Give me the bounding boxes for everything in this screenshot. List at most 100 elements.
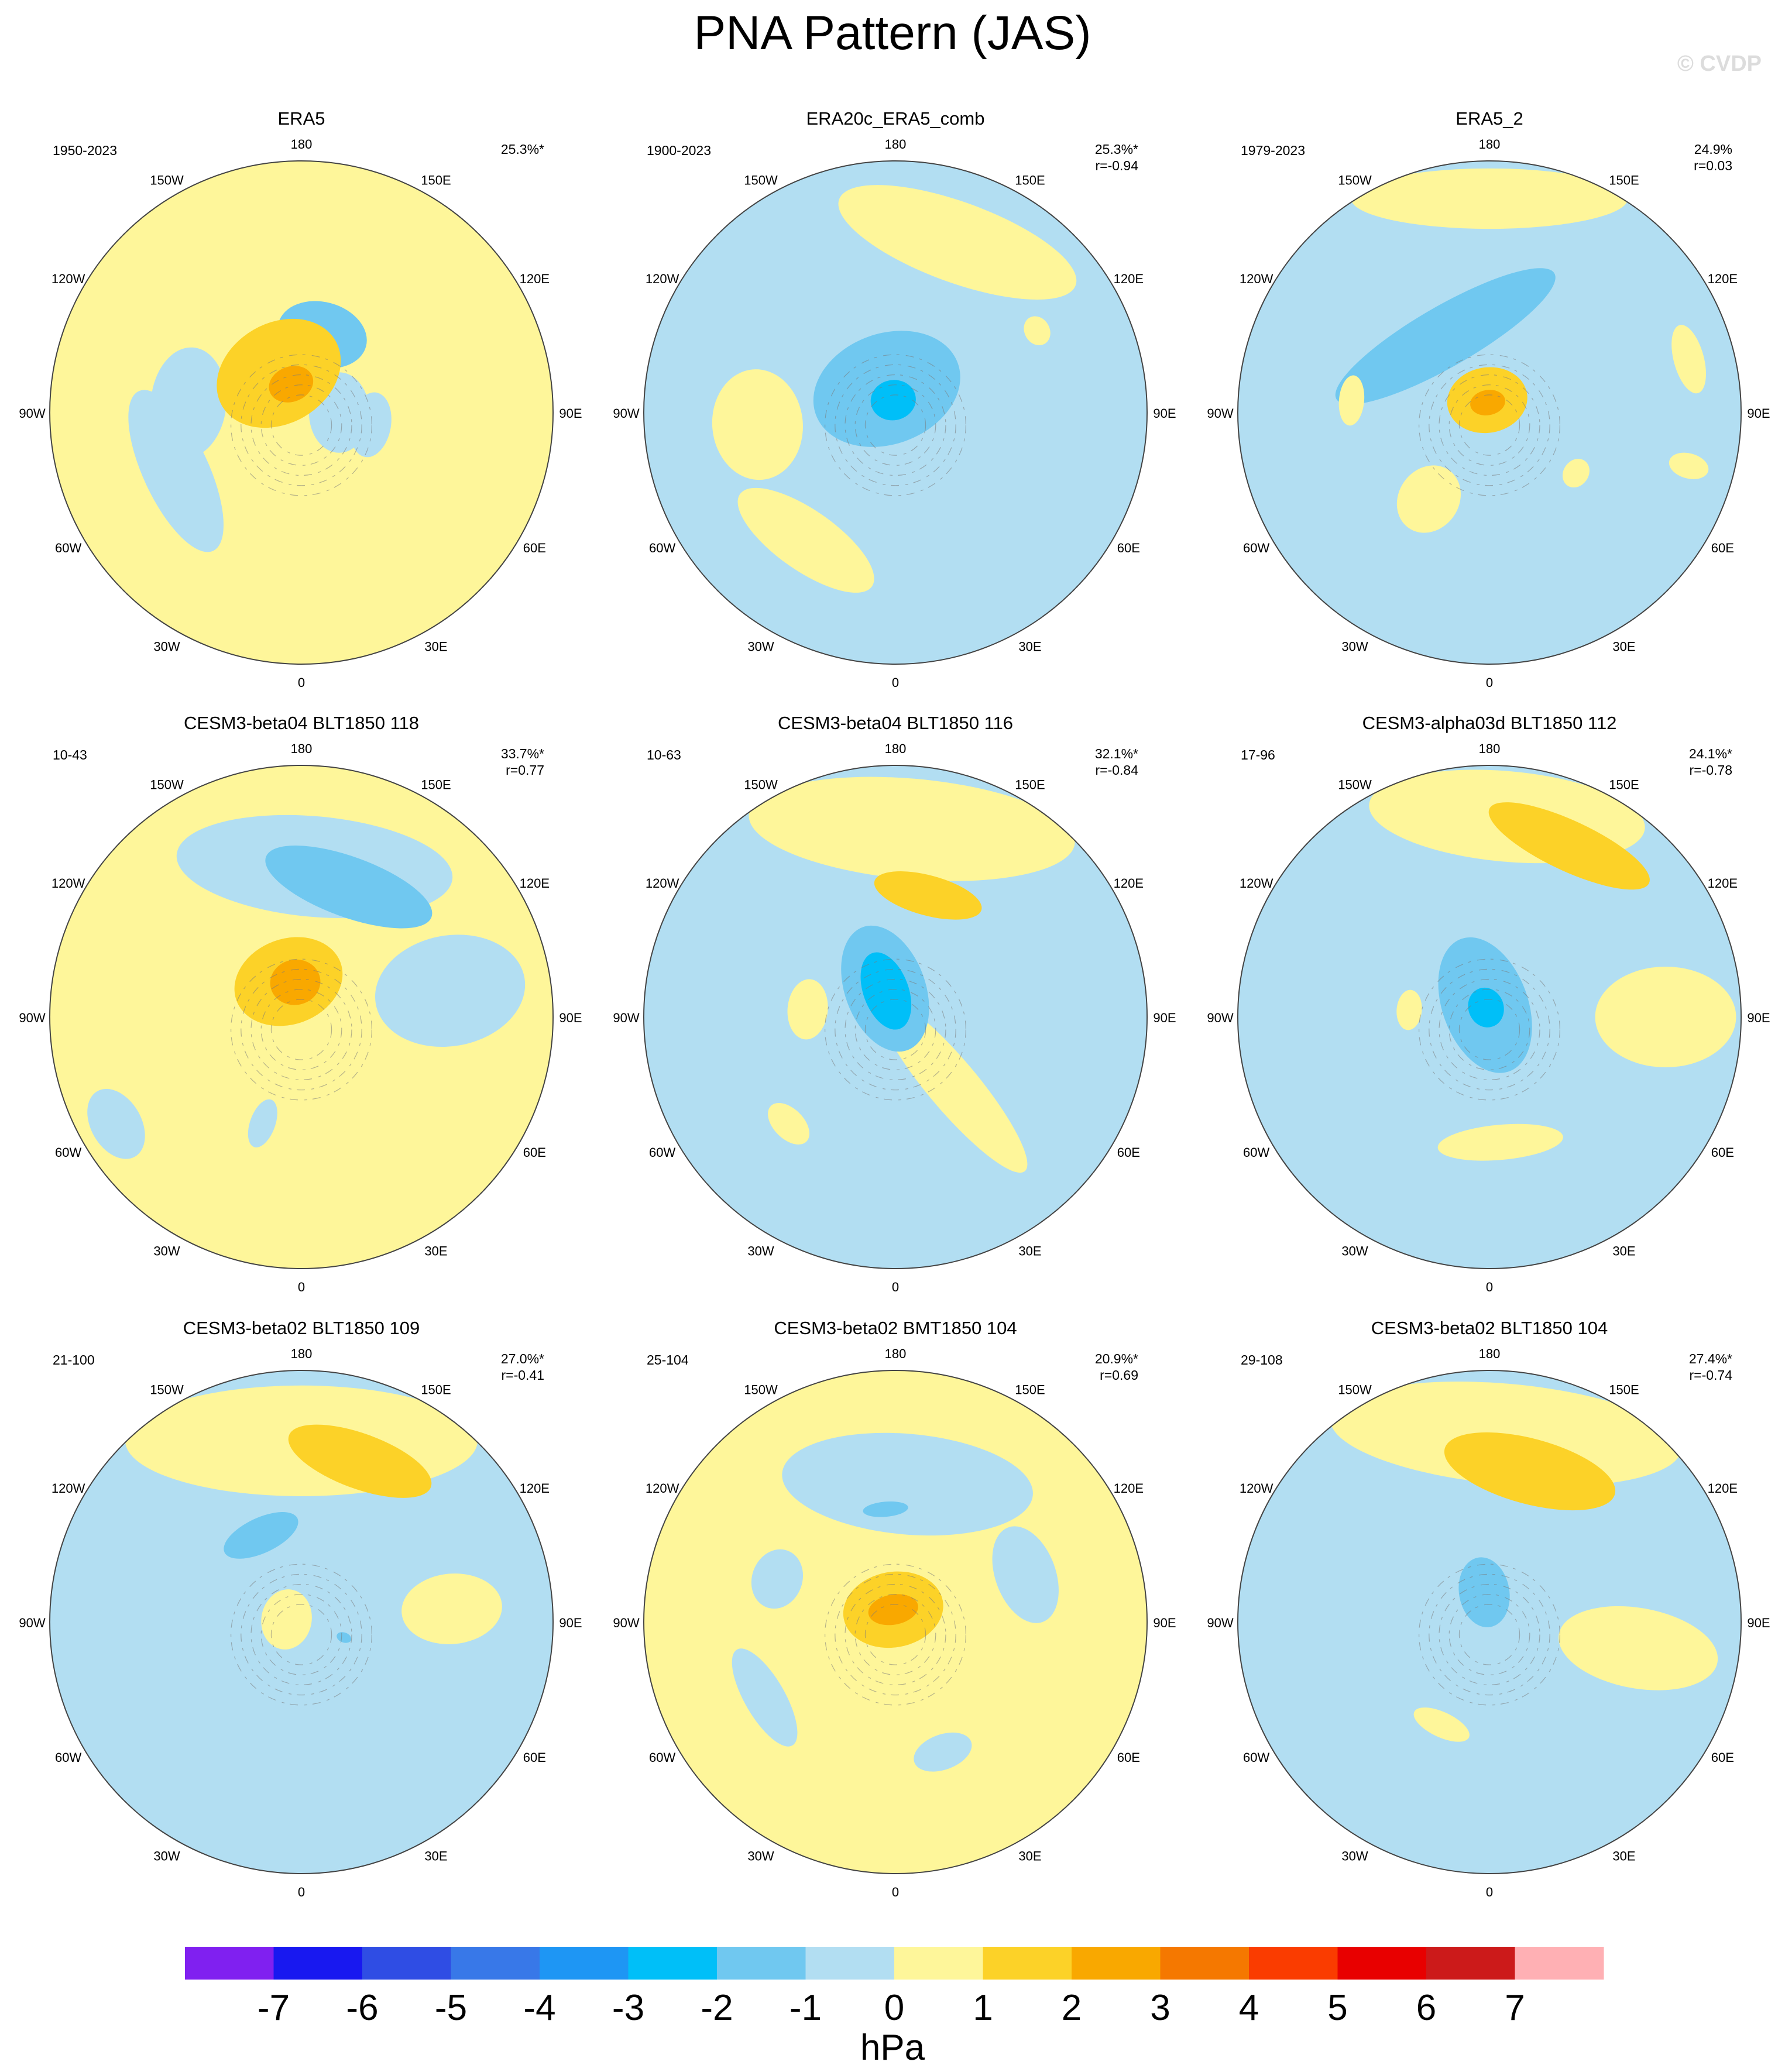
coastline [1458, 1604, 1520, 1665]
anomaly-contour [337, 1632, 352, 1643]
longitude-label: 180 [885, 137, 907, 152]
anomaly-contour [1468, 987, 1504, 1028]
map-panel: 180 150E 120E 90E 60E 30E 0 30W 60W 90W 120W 150W CE… [1207, 1318, 1770, 1899]
pattern-correlation: r=-0.78 [1689, 762, 1732, 778]
longitude-label: 120W [646, 1481, 679, 1496]
panel-period: 21-100 [53, 1352, 95, 1367]
longitude-label: 30W [747, 1243, 774, 1258]
panel-title: CESM3-beta04 BLT1850 118 [184, 713, 419, 733]
longitude-label: 60E [1711, 1750, 1734, 1765]
panel-title: CESM3-alpha03d BLT1850 112 [1362, 713, 1617, 733]
coastline [241, 968, 362, 1091]
coastline [824, 1564, 966, 1706]
longitude-label: 30E [1612, 1848, 1635, 1863]
colorbar-swatch [1426, 1947, 1515, 1980]
variance-explained: 32.1%* [1095, 746, 1138, 761]
longitude-label: 90E [559, 1616, 582, 1630]
panel-period: 29-108 [1241, 1352, 1283, 1367]
coastline [250, 978, 352, 1081]
colorbar-tick-label: -1 [789, 1988, 822, 2028]
anomaly-contour [992, 1526, 1059, 1623]
colorbar-swatch [805, 1947, 895, 1980]
variance-explained: 27.0%* [501, 1351, 544, 1366]
longitude-label: 0 [298, 675, 305, 690]
panel-title: CESM3-beta02 BLT1850 104 [1371, 1318, 1608, 1338]
anomaly-contour [128, 390, 224, 552]
longitude-label: 150W [150, 778, 184, 792]
longitude-label: 120E [1708, 1481, 1738, 1496]
coastline [1419, 1564, 1561, 1706]
longitude-label: 30W [1341, 1243, 1368, 1258]
colorbar-tick-label: 4 [1239, 1988, 1259, 2028]
longitude-label: 120W [646, 876, 679, 891]
anomaly-contour [712, 369, 803, 480]
longitude-label: 150W [1338, 778, 1372, 792]
colorbar-tick-label: -2 [701, 1988, 733, 2028]
longitude-label: 90W [19, 1616, 45, 1630]
field-shading [644, 765, 1147, 1269]
longitude-label: 90W [19, 406, 45, 421]
anomaly-contour [1338, 375, 1365, 426]
colorbar-swatch [1515, 1947, 1604, 1980]
anomaly-contour [1470, 390, 1505, 415]
colorbar-swatch [628, 1947, 718, 1980]
coastline [260, 1594, 342, 1675]
coastline [1448, 989, 1530, 1070]
longitude-label: 180 [1479, 1346, 1501, 1361]
longitude-label: 60E [1711, 1145, 1734, 1160]
panel-period: 25-104 [647, 1352, 689, 1367]
panel-title: ERA20c_ERA5_comb [806, 108, 985, 129]
longitude-label: 30W [153, 1848, 180, 1863]
longitude-label: 120W [1240, 876, 1273, 891]
panel-period: 1979-2023 [1241, 143, 1305, 158]
longitude-label: 120E [1114, 272, 1144, 286]
longitude-label: 30E [424, 1243, 447, 1258]
panel-period: 1900-2023 [647, 143, 711, 158]
longitude-label: 120E [520, 876, 550, 891]
figure-title: PNA Pattern (JAS) [694, 6, 1091, 60]
field-shading [50, 765, 553, 1269]
panel-period: 17-96 [1241, 747, 1275, 762]
colorbar-swatch [362, 1947, 451, 1980]
coastline [1429, 364, 1550, 486]
anomaly-contour [1488, 802, 1650, 890]
anomaly-contour [265, 846, 432, 929]
longitude-label: 90W [1207, 406, 1233, 421]
anomaly-contour [1396, 989, 1422, 1030]
longitude-label: 180 [291, 1346, 313, 1361]
anomaly-contour [270, 959, 321, 1005]
anomaly-contour [375, 934, 526, 1047]
longitude-label: 180 [1479, 137, 1501, 152]
variance-explained: 20.9%* [1095, 1351, 1138, 1366]
anomaly-contour [787, 979, 828, 1040]
longitude-label: 30E [1612, 1243, 1635, 1258]
coastline [1429, 1573, 1550, 1696]
longitude-label: 120W [52, 876, 85, 891]
colorbar-swatch [1072, 1947, 1161, 1980]
coastline [1439, 374, 1540, 476]
longitude-label: 150E [1609, 173, 1639, 188]
coastline [845, 978, 946, 1081]
anomaly-contour [749, 776, 1075, 881]
field-shading [1238, 1370, 1741, 1874]
colorbar-tick-label: 1 [973, 1988, 993, 2028]
longitude-label: 60W [1243, 541, 1269, 555]
coastline [824, 958, 966, 1101]
variance-explained: 27.4%* [1689, 1351, 1732, 1366]
map-panel: 180 150E 120E 90E 60E 30E 0 30W 60W 90W 120W 150W CE… [613, 1318, 1176, 1899]
anomaly-contour [288, 1424, 432, 1498]
longitude-label: 90W [613, 406, 639, 421]
panel-title: CESM3-beta02 BMT1850 104 [774, 1318, 1017, 1338]
longitude-label: 60W [55, 1750, 81, 1765]
longitude-label: 60E [1711, 541, 1734, 555]
field-shading [1238, 161, 1741, 664]
pattern-correlation: r=0.03 [1694, 158, 1732, 173]
longitude-label: 120W [1240, 272, 1273, 286]
longitude-label: 90E [1747, 406, 1770, 421]
longitude-label: 150E [1015, 778, 1045, 792]
longitude-label: 30E [1612, 639, 1635, 654]
colorbar-tick-label: 7 [1505, 1988, 1525, 2028]
longitude-label: 120E [520, 272, 550, 286]
anomaly-contour [1595, 967, 1736, 1067]
coastline [1439, 978, 1540, 1081]
